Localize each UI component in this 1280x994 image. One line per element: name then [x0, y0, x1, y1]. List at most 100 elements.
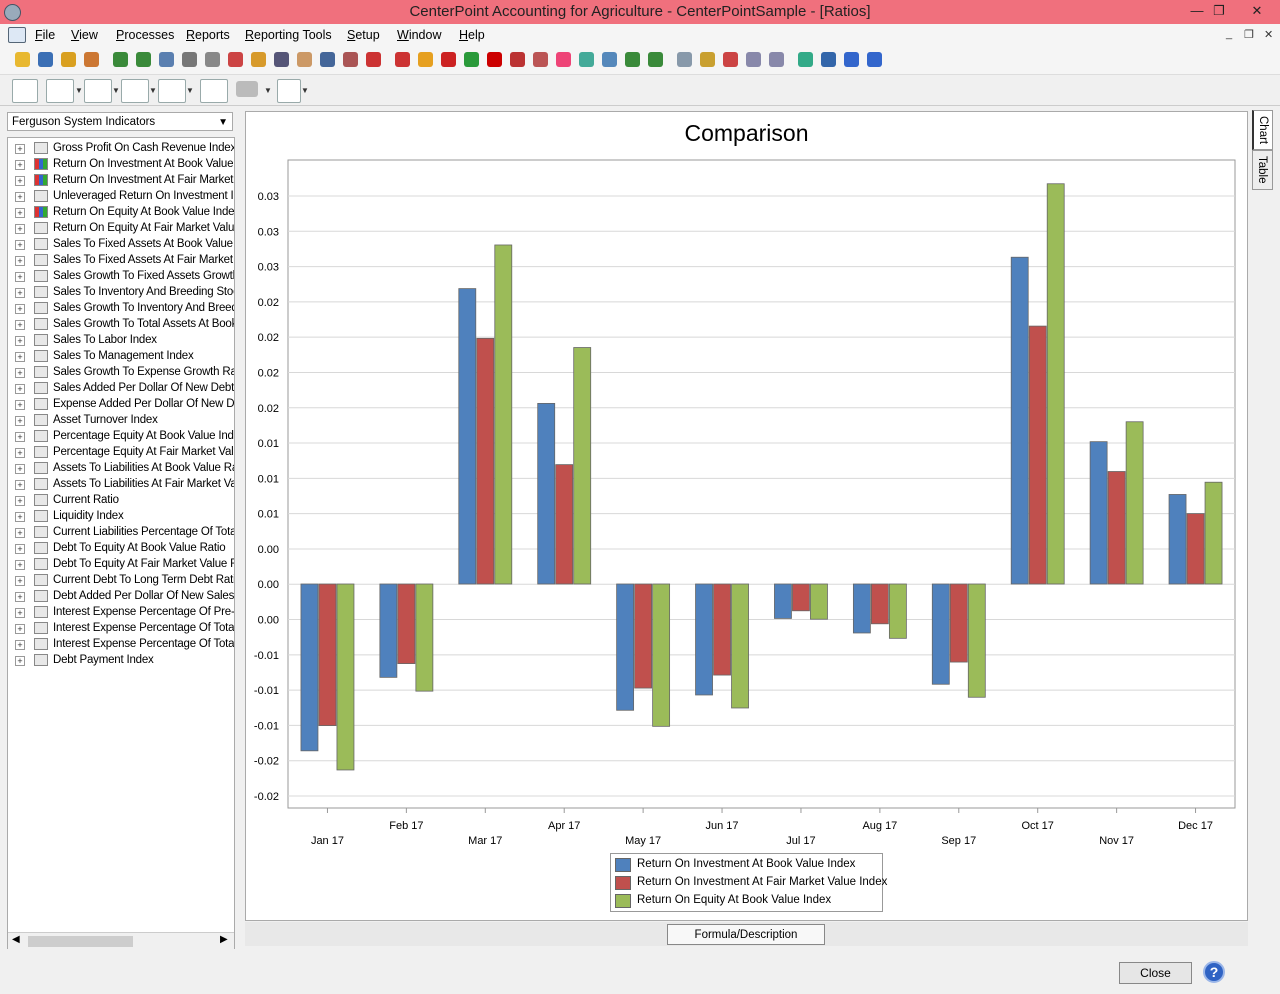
expand-icon[interactable]: + [15, 352, 25, 362]
tree-horizontal-scrollbar[interactable]: ◀ ▶ [8, 932, 234, 949]
line-chart-icon[interactable] [46, 79, 74, 103]
tab-chart[interactable]: Chart [1252, 110, 1273, 150]
chevron-down-icon[interactable]: ▼ [112, 86, 120, 95]
fit-icon[interactable] [200, 79, 228, 103]
expand-icon[interactable]: + [15, 416, 25, 426]
search-icon[interactable] [746, 52, 761, 67]
expand-icon[interactable]: + [15, 528, 25, 538]
tree-item[interactable]: + Interest Expense Percentage Of Total [8, 637, 234, 653]
bar-chart-icon[interactable] [121, 79, 149, 103]
expand-icon[interactable]: + [15, 464, 25, 474]
tree-item[interactable]: + Current Debt To Long Term Debt Ratic [8, 573, 234, 589]
expand-icon[interactable]: + [15, 336, 25, 346]
upload-icon[interactable] [579, 52, 594, 67]
close-window-button[interactable]: ✕ [1251, 3, 1263, 18]
key-icon[interactable] [700, 52, 715, 67]
tree-item[interactable]: + Asset Turnover Index [8, 413, 234, 429]
expand-icon[interactable]: + [15, 304, 25, 314]
tab-table[interactable]: Table [1252, 150, 1273, 190]
tree-item[interactable]: + Percentage Equity At Fair Market Valu [8, 445, 234, 461]
expand-icon[interactable]: + [15, 576, 25, 586]
expand-icon[interactable]: + [15, 208, 25, 218]
new-icon[interactable] [15, 52, 30, 67]
expand-icon[interactable]: + [15, 592, 25, 602]
journal-icon[interactable] [159, 52, 174, 67]
chevron-down-icon[interactable]: ▼ [264, 86, 272, 95]
menu-view[interactable]: View [71, 28, 98, 42]
expand-icon[interactable]: + [15, 288, 25, 298]
folder-icon[interactable] [418, 52, 433, 67]
document-icon[interactable] [8, 27, 26, 43]
search2-icon[interactable] [769, 52, 784, 67]
truck-icon[interactable] [441, 52, 456, 67]
stop-icon[interactable] [487, 52, 502, 67]
menu-processes[interactable]: Processes [116, 28, 175, 42]
expand-icon[interactable]: + [15, 608, 25, 618]
help-icon[interactable] [844, 52, 859, 67]
mdi-restore-button[interactable]: ❐ [1244, 29, 1254, 41]
tree-item[interactable]: + Percentage Equity At Book Value Inde [8, 429, 234, 445]
tree-item[interactable]: + Assets To Liabilities At Book Value Ra [8, 461, 234, 477]
mdi-close-button[interactable]: ✕ [1264, 29, 1274, 41]
legend-icon[interactable] [12, 79, 38, 103]
report-icon[interactable] [228, 52, 243, 67]
expand-icon[interactable]: + [15, 224, 25, 234]
tree-item[interactable]: + Debt Payment Index [8, 653, 234, 669]
list-icon[interactable] [182, 52, 197, 67]
scroll-left-icon[interactable]: ◀ [12, 934, 20, 945]
menu-reporting-tools[interactable]: Reporting Tools [245, 28, 332, 42]
clock-icon[interactable] [556, 52, 571, 67]
area-chart-icon[interactable] [158, 79, 186, 103]
help-button[interactable]: ? [1203, 961, 1225, 983]
tree-item[interactable]: + Sales Added Per Dollar Of New Debt F [8, 381, 234, 397]
expand-icon[interactable]: + [15, 496, 25, 506]
expand-icon[interactable]: + [15, 480, 25, 490]
menu-help[interactable]: Help [459, 28, 485, 42]
close-button[interactable]: Close [1119, 962, 1192, 984]
expand-icon[interactable]: + [15, 144, 25, 154]
tree-item[interactable]: + Return On Investment At Book Value I [8, 157, 234, 173]
book-icon[interactable] [38, 52, 53, 67]
printer-icon[interactable] [236, 81, 258, 97]
handshake2-icon[interactable] [136, 52, 151, 67]
dollar-icon[interactable] [464, 52, 479, 67]
export-chart-icon[interactable] [277, 79, 301, 103]
tree-item[interactable]: + Debt To Equity At Book Value Ratio [8, 541, 234, 557]
tree-item[interactable]: + Sales To Fixed Assets At Book Value I [8, 237, 234, 253]
chevron-down-icon[interactable]: ▼ [75, 86, 83, 95]
print-preview-icon[interactable] [205, 52, 220, 67]
chevron-down-icon[interactable]: ▼ [301, 86, 309, 95]
tree-item[interactable]: + Return On Equity At Fair Market Value [8, 221, 234, 237]
menu-window[interactable]: Window [397, 28, 442, 42]
tree-item[interactable]: + Gross Profit On Cash Revenue Index [8, 141, 234, 157]
expand-icon[interactable]: + [15, 384, 25, 394]
expand-icon[interactable]: + [15, 448, 25, 458]
tree-item[interactable]: + Debt Added Per Dollar Of New Sales F [8, 589, 234, 605]
tree-item[interactable]: + Liquidity Index [8, 509, 234, 525]
tree-item[interactable]: + Interest Expense Percentage Of Pre-ta [8, 605, 234, 621]
mdi-minimize-button[interactable]: _ [1226, 28, 1233, 40]
menu-file[interactable]: File [35, 28, 56, 42]
tree-item[interactable]: + Interest Expense Percentage Of Total [8, 621, 234, 637]
expand-icon[interactable]: + [15, 160, 25, 170]
calendar-icon[interactable] [510, 52, 525, 67]
tree-item[interactable]: + Sales Growth To Inventory And Breedi [8, 301, 234, 317]
people-icon[interactable] [297, 52, 312, 67]
refresh-icon[interactable] [61, 52, 76, 67]
tree-item[interactable]: + Sales Growth To Expense Growth Rat [8, 365, 234, 381]
window-icon[interactable] [602, 52, 617, 67]
handshake-icon[interactable] [113, 52, 128, 67]
expand-icon[interactable]: + [15, 192, 25, 202]
tag-icon[interactable] [395, 52, 410, 67]
shuffle-icon[interactable] [533, 52, 548, 67]
tree-item[interactable]: + Assets To Liabilities At Fair Market Va… [8, 477, 234, 493]
wand-icon[interactable] [84, 52, 99, 67]
tree-item[interactable]: + Debt To Equity At Fair Market Value R [8, 557, 234, 573]
handshake3-icon[interactable] [625, 52, 640, 67]
expand-icon[interactable]: + [15, 368, 25, 378]
expand-icon[interactable]: + [15, 560, 25, 570]
indicator-tree[interactable]: + Gross Profit On Cash Revenue Index + Retu… [7, 137, 235, 949]
globe2-icon[interactable] [821, 52, 836, 67]
expand-icon[interactable]: + [15, 544, 25, 554]
expand-icon[interactable]: + [15, 240, 25, 250]
